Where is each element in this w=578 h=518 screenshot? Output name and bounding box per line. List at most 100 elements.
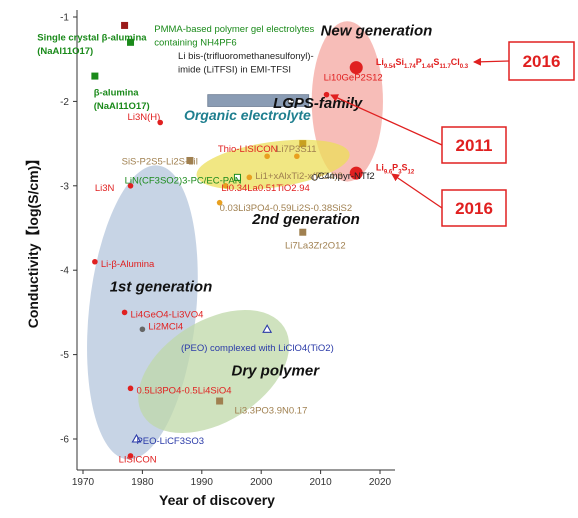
y-tick-label: -3 xyxy=(60,181,69,192)
organic-electrolyte-bar xyxy=(207,94,310,107)
label-imide-litfsi-in-emi-tfsi: imide (LiTFSI) in EMI-TFSI xyxy=(178,65,291,76)
label-lisicon: LISICON xyxy=(119,455,157,466)
label-li3n-h: Li3N(H) xyxy=(128,112,161,123)
formula-element: P xyxy=(416,57,422,67)
region-label-2nd-generation: 2nd generation xyxy=(251,211,360,228)
point-labels: PMMA-based polymer gel electrolytes conta… xyxy=(37,24,469,465)
formula-element: Si xyxy=(396,57,405,67)
x-axis-title: Year of discovery xyxy=(159,492,275,508)
callout-arrow xyxy=(473,57,510,66)
region-new-generation xyxy=(311,21,383,182)
callout-year: 2011 xyxy=(456,136,493,155)
label-naal11o17: (NaAl11O17) xyxy=(37,46,93,57)
formula-subscript: 9.54 xyxy=(384,64,396,70)
point-li3-3po3-9n0-17 xyxy=(216,397,224,405)
point-lin-cf3so2-3-pc-ec-pan xyxy=(233,173,241,181)
region-ellipses xyxy=(87,21,383,460)
y-tick-label: -4 xyxy=(60,266,69,277)
point-lgps xyxy=(323,91,330,98)
label-li3n: Li3N xyxy=(95,183,115,194)
label-li0-34la0-51tio2-94: Li0.34La0.51TiO2.94 xyxy=(221,183,309,194)
formula-subscript: 12 xyxy=(408,170,415,176)
formula-element: P xyxy=(392,163,398,173)
label-li2mcl4: Li2MCl4 xyxy=(148,321,183,332)
formula-element: Li xyxy=(376,163,384,173)
y-tick-label: -6 xyxy=(60,435,69,446)
callout-year: 2016 xyxy=(523,52,561,71)
label-li-bis-trifluoromethanesulfonyl: Li bis-(trifluoromethanesulfonyl)- xyxy=(178,51,314,62)
formula-subscript: 3 xyxy=(398,170,402,176)
label-containing-nh4pf6: containing NH4PF6 xyxy=(154,38,236,49)
label-0-5li3po4-0-5li4sio4: 0.5Li3PO4-0.5Li4SiO4 xyxy=(136,385,231,396)
point-pmma-gel xyxy=(121,21,129,29)
label-pmma-based-polymer-gel-electrolytes: PMMA-based polymer gel electrolytes xyxy=(154,24,314,35)
x-tick-label: 1990 xyxy=(191,477,214,488)
axes xyxy=(76,10,395,471)
region-label-1st-generation: 1st generation xyxy=(110,278,213,295)
label-li7p3s11: Li7P3S11 xyxy=(276,144,317,155)
point-li7la3zr2o12 xyxy=(299,228,307,236)
point-peo-complexed-with-liclo4-tio2 xyxy=(262,324,273,333)
label-naal11o17: (NaAl11O17) xyxy=(94,101,150,112)
point-li3n xyxy=(127,183,134,189)
point-li4geo4-li3vo4 xyxy=(121,309,128,316)
point-litfsi-in-emi-tfsi-b xyxy=(296,98,304,105)
formula-element: Li xyxy=(376,57,384,67)
formula-subscript: 1.44 xyxy=(422,64,434,70)
label-li4geo4-li3vo4: Li4GeO4-Li3VO4 xyxy=(131,309,204,320)
point-li7p3s11 xyxy=(294,153,300,160)
callout-2016-0: 2016 xyxy=(473,41,575,81)
point-li-alumina xyxy=(92,258,98,265)
label-li10gep2s12: Li10GeP2S12 xyxy=(324,72,383,83)
label-c4mpyr-ntf2: C4mpyr-NTf2 xyxy=(318,171,375,182)
point-li2mcl4 xyxy=(139,326,146,333)
formula-subscript: 0.3 xyxy=(460,64,469,70)
formula-subscript: 9.6 xyxy=(384,170,393,176)
label-single-crystal-alumina: Single crystal β-alumina xyxy=(37,33,147,44)
callout-arrow xyxy=(391,173,443,209)
formula-element: S xyxy=(433,57,439,67)
label-thio-lisicon: Thio-LISICON xyxy=(218,144,278,155)
point-li3n-h xyxy=(157,119,164,126)
callout-2011-1: 2011 xyxy=(330,94,507,164)
point-c4mpyr-ntf2 xyxy=(311,174,318,181)
label-li-alumina: Li-β-Alumina xyxy=(101,259,155,270)
point-0-5li3po4-0-5li4sio4 xyxy=(127,385,134,392)
point-lisicon xyxy=(127,453,134,459)
label-li7la3zr2o12: Li7La3Zr2O12 xyxy=(285,240,346,251)
callout-arrow xyxy=(330,94,443,146)
region-label-new-generation: New generation xyxy=(321,23,433,40)
label-sis-p2s5-li2s-lii: SiS-P2S5-Li2S-LiI xyxy=(122,157,199,168)
data-points xyxy=(91,21,363,459)
callout-box xyxy=(441,189,507,227)
region-label-dry-polymer: Dry polymer xyxy=(232,363,321,380)
label-lin-cf3so2-3-pc-ec-pan: LiN(CF3SO2)3-PC/EC-PAN xyxy=(125,175,242,186)
region-label-organic-electrolyte: Organic electrolyte xyxy=(184,107,311,123)
point-li0-34la0-51tio2-94 xyxy=(222,183,229,189)
organic-electrolyte-rect xyxy=(207,94,310,107)
point-alumina xyxy=(91,72,99,80)
label-alumina: β-alumina xyxy=(94,87,140,98)
label-peo-licf3so3: PEO-LiCF3SO3 xyxy=(136,436,204,447)
point-0-03li3po4-0-59li2s-0-38sis2 xyxy=(216,199,223,206)
axis-ticks: 1970 1980 1990 2000 2010 2020 -1 -2 -3 -4 -5 -6 xyxy=(60,13,391,489)
point-li9-6p3s12 xyxy=(349,166,363,180)
x-tick-label: 1980 xyxy=(131,477,154,488)
label-li1-xalxti2-x-po4-3: Li1+xAlxTi2-x(PO4)3 xyxy=(255,171,343,182)
point-single-crystal-alumina xyxy=(127,38,135,46)
formula-subscript: 1.74 xyxy=(404,64,416,70)
year-callouts: 2016 2011 2016 xyxy=(330,41,575,227)
point-litfsi-in-emi-tfsi-a xyxy=(287,98,295,105)
x-tick-label: 2000 xyxy=(250,477,273,488)
y-tick-label: -1 xyxy=(60,13,69,24)
formula-element: Cl xyxy=(451,57,460,67)
label-0-03li3po4-0-59li2s-0-38sis2: 0.03Li3PO4-0.59Li2S-0.38SiS2 xyxy=(220,203,353,214)
point-li9-54si1-74p1-44s11-7cl0-3 xyxy=(349,61,363,75)
label-li3-3po3-9n0-17: Li3.3PO3.9N0.17 xyxy=(234,406,307,417)
callout-year: 2016 xyxy=(455,199,493,218)
x-tick-label: 1970 xyxy=(72,477,95,488)
y-tick-label: -5 xyxy=(60,350,69,361)
point-thio-lisicon xyxy=(264,153,270,160)
